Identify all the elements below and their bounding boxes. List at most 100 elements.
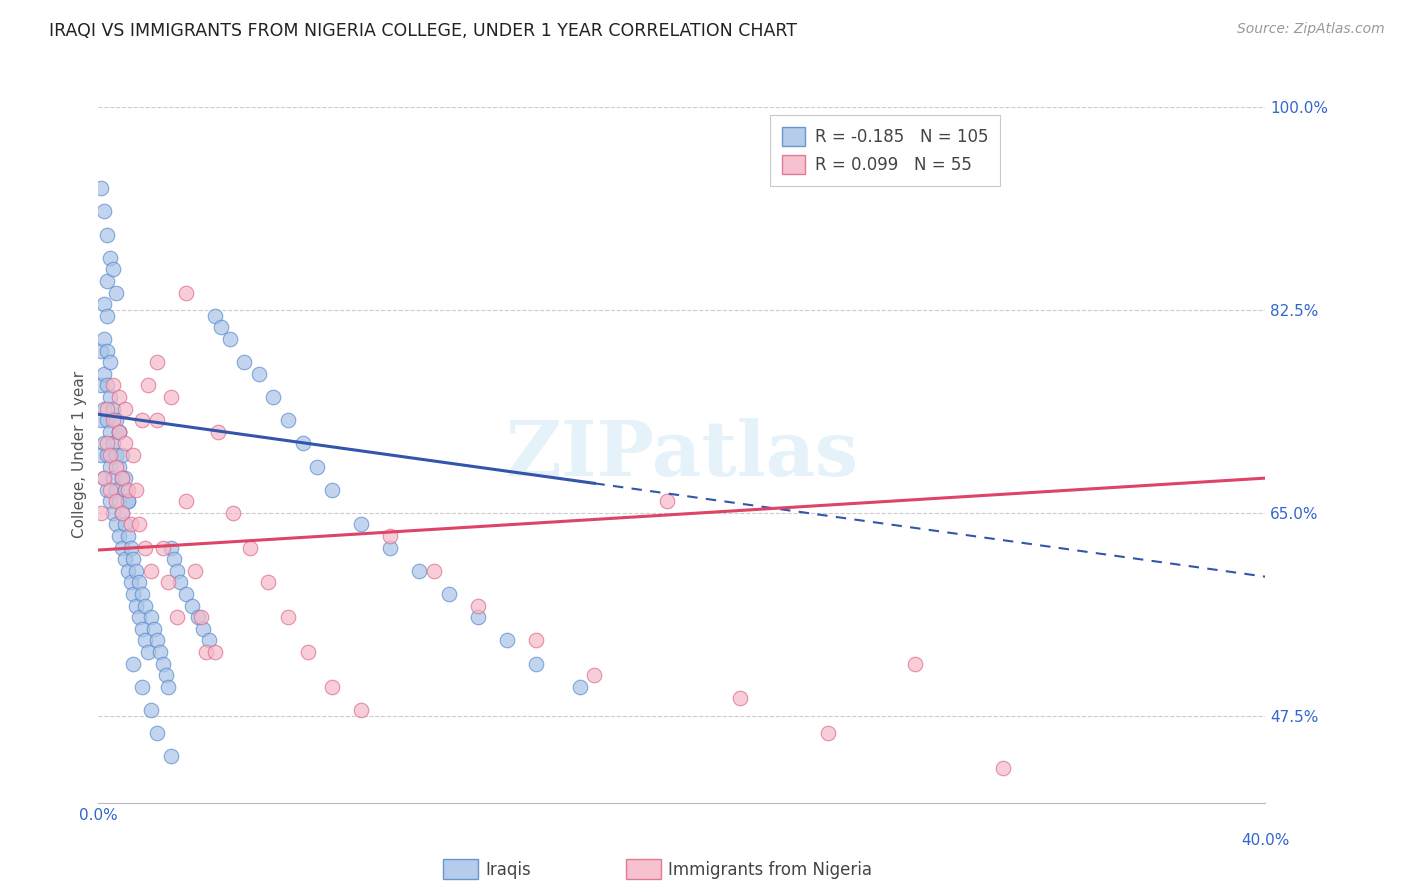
Point	[568, 680, 591, 694]
Point	[524, 633, 547, 648]
Point	[104, 285, 127, 300]
Point	[163, 552, 186, 566]
Point	[157, 575, 180, 590]
Point	[190, 610, 212, 624]
Point	[101, 378, 124, 392]
Point	[117, 483, 139, 497]
Point	[96, 436, 118, 450]
Point	[111, 471, 134, 485]
Point	[297, 645, 319, 659]
Point	[307, 459, 329, 474]
Point	[90, 448, 112, 462]
Point	[122, 587, 145, 601]
Point	[146, 355, 169, 369]
Point	[114, 483, 136, 497]
Point	[93, 367, 115, 381]
Point	[262, 390, 284, 404]
Point	[139, 703, 162, 717]
Point	[207, 425, 229, 439]
Point	[131, 622, 153, 636]
Point	[98, 494, 121, 508]
Point	[101, 262, 124, 277]
Point	[128, 610, 150, 624]
Point	[101, 401, 124, 416]
Point	[96, 378, 118, 392]
Point	[93, 204, 115, 219]
Point	[136, 645, 159, 659]
Point	[218, 332, 240, 346]
Point	[437, 587, 460, 601]
Point	[125, 599, 148, 613]
Point	[817, 726, 839, 740]
Point	[221, 506, 243, 520]
Point	[321, 483, 343, 497]
Point	[111, 471, 134, 485]
Point	[233, 355, 256, 369]
Point	[93, 401, 115, 416]
Point	[104, 494, 127, 508]
Point	[467, 599, 489, 613]
Point	[101, 506, 124, 520]
Point	[134, 541, 156, 555]
Point	[104, 413, 127, 427]
Point	[120, 575, 142, 590]
Point	[90, 413, 112, 427]
Point	[239, 541, 262, 555]
Point	[350, 703, 373, 717]
Point	[495, 633, 517, 648]
Point	[117, 494, 139, 508]
Point	[90, 378, 112, 392]
Point	[174, 587, 197, 601]
Point	[104, 483, 127, 497]
Point	[111, 541, 134, 555]
Point	[131, 587, 153, 601]
Point	[90, 506, 112, 520]
Point	[96, 413, 118, 427]
Point	[117, 529, 139, 543]
Point	[93, 297, 115, 311]
Point	[146, 413, 169, 427]
Point	[122, 448, 145, 462]
Point	[108, 425, 131, 439]
Point	[104, 448, 127, 462]
Point	[114, 552, 136, 566]
Point	[114, 471, 136, 485]
Point	[728, 691, 751, 706]
Point	[96, 274, 118, 288]
Point	[204, 309, 226, 323]
Point	[277, 610, 299, 624]
Point	[408, 564, 430, 578]
Point	[96, 343, 118, 358]
Point	[277, 413, 299, 427]
Point	[174, 494, 197, 508]
Point	[157, 680, 180, 694]
Point	[180, 599, 202, 613]
Point	[93, 471, 115, 485]
Point	[114, 436, 136, 450]
Point	[204, 645, 226, 659]
Point	[108, 390, 131, 404]
Point	[152, 541, 174, 555]
Point	[108, 494, 131, 508]
Point	[104, 517, 127, 532]
Point	[120, 517, 142, 532]
Point	[117, 564, 139, 578]
Text: Immigrants from Nigeria: Immigrants from Nigeria	[668, 861, 872, 879]
Point	[149, 645, 172, 659]
Point	[991, 761, 1014, 775]
Point	[169, 575, 191, 590]
Point	[142, 622, 165, 636]
Point	[101, 436, 124, 450]
Point	[120, 541, 142, 555]
Point	[90, 343, 112, 358]
Point	[98, 425, 121, 439]
Point	[101, 413, 124, 427]
Point	[160, 749, 183, 764]
Point	[139, 564, 162, 578]
Point	[98, 390, 121, 404]
Point	[247, 367, 270, 381]
Point	[152, 657, 174, 671]
Point	[423, 564, 446, 578]
Point	[114, 401, 136, 416]
Point	[183, 564, 205, 578]
